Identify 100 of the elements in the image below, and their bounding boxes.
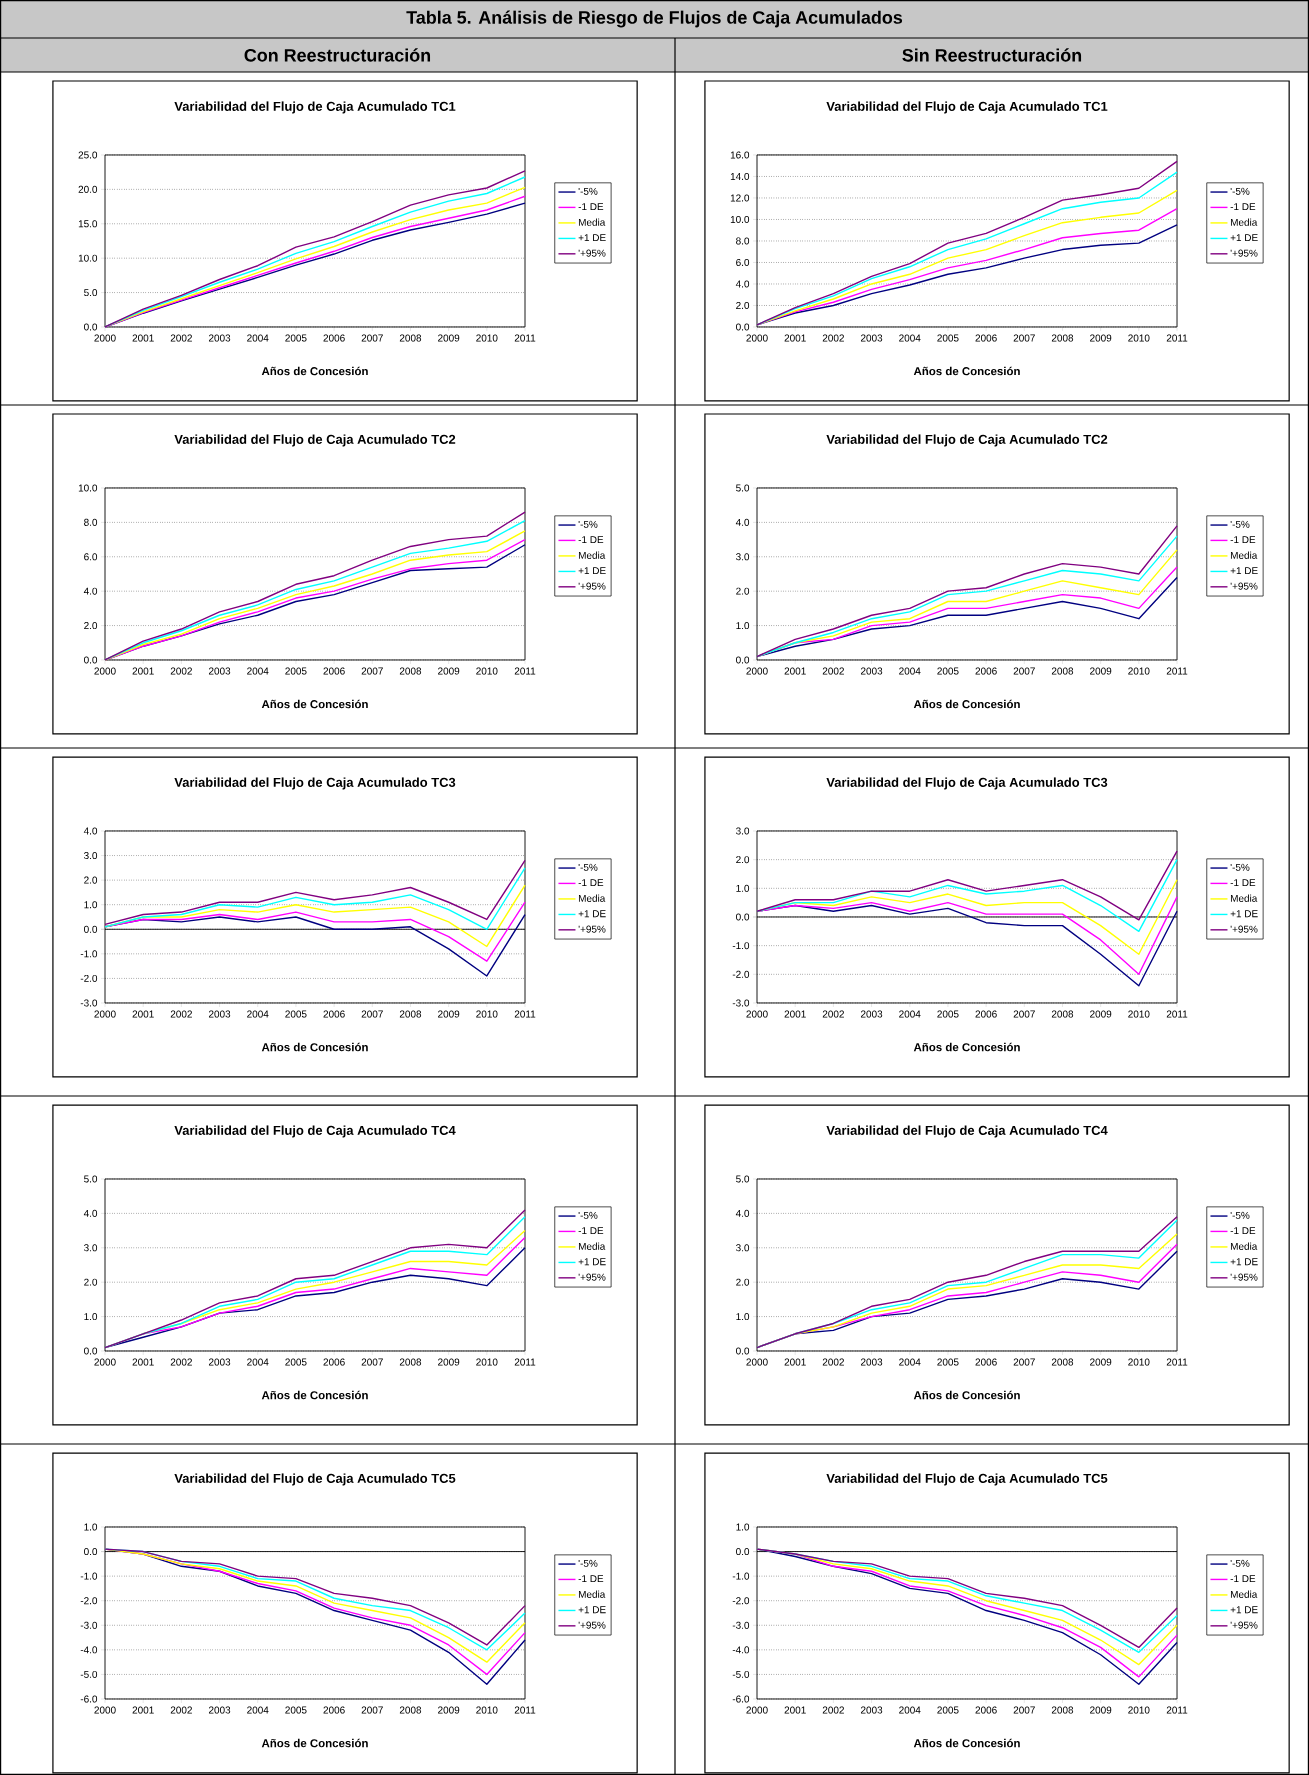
legend-label: +1 DE <box>1230 1258 1258 1266</box>
x-tick-label: 2009 <box>1090 1358 1112 1366</box>
legend-label: -1 DE <box>1230 1575 1256 1583</box>
x-tick-label: 2002 <box>822 667 844 675</box>
y-tick-label: 25.0 <box>78 151 98 159</box>
x-tick-label: 2010 <box>476 1706 498 1714</box>
y-tick-label: -4.0 <box>732 1646 750 1654</box>
x-tick-label: 2006 <box>975 1706 997 1714</box>
y-tick-label: 4.0 <box>735 518 750 526</box>
x-tick-label: 2007 <box>361 667 383 675</box>
y-tick-label: 1.0 <box>84 1313 98 1321</box>
x-tick-label: 2009 <box>438 1358 460 1366</box>
x-tick-label: 2010 <box>476 334 498 342</box>
legend-label: '+95% <box>578 1273 606 1281</box>
x-axis-title: Años de Concesión <box>261 1042 368 1052</box>
x-tick-label: 2004 <box>899 334 921 342</box>
x-tick-label: 2001 <box>132 667 154 675</box>
x-tick-label: 2002 <box>170 1706 192 1714</box>
y-tick-label: 4.0 <box>83 1209 98 1217</box>
x-tick-label: 2006 <box>323 334 345 342</box>
legend-label: '-5% <box>578 863 598 871</box>
x-tick-label: 2009 <box>1090 1706 1112 1714</box>
x-tick-label: 2009 <box>438 1010 460 1018</box>
y-tick-label: 1.0 <box>736 884 750 892</box>
x-tick-label: 2005 <box>285 1010 307 1018</box>
y-tick-label: 20.0 <box>78 185 98 193</box>
x-tick-label: 2002 <box>170 1358 192 1366</box>
legend-label: -1 DE <box>1230 536 1256 544</box>
x-tick-label: 2011 <box>514 1010 536 1018</box>
x-tick-label: 2003 <box>208 334 231 342</box>
legend-label: '-5% <box>1230 1559 1250 1567</box>
y-tick-label: 0.0 <box>736 656 750 664</box>
x-tick-label: 2002 <box>822 334 844 342</box>
legend-label: Media <box>578 1242 606 1250</box>
x-tick-label: 2006 <box>323 667 345 675</box>
x-tick-label: 2002 <box>170 334 192 342</box>
legend-label: '+95% <box>1230 1621 1258 1629</box>
x-tick-label: 2000 <box>94 1706 116 1714</box>
y-tick-label: 5.0 <box>736 484 750 492</box>
legend-label: Media <box>1230 1590 1258 1598</box>
y-tick-label: -3.0 <box>80 1621 98 1629</box>
x-tick-label: 2000 <box>746 334 768 342</box>
x-tick-label: 2009 <box>1090 667 1112 675</box>
x-tick-label: 2010 <box>476 1010 498 1018</box>
x-tick-label: 2009 <box>438 667 460 675</box>
x-tick-label: 2007 <box>1013 1358 1035 1366</box>
y-tick-label: -4.0 <box>80 1646 98 1654</box>
x-tick-label: 2007 <box>361 1358 383 1366</box>
x-tick-label: 2004 <box>899 1706 921 1714</box>
y-tick-label: 3.0 <box>736 553 750 561</box>
x-tick-label: 2006 <box>323 1358 345 1366</box>
legend-label: -1 DE <box>1230 879 1256 887</box>
x-tick-label: 2009 <box>1090 334 1112 342</box>
x-tick-label: 2000 <box>746 1706 768 1714</box>
x-tick-label: 2009 <box>438 334 460 342</box>
legend-label: -1 DE <box>578 203 604 211</box>
legend-label: +1 DE <box>1230 234 1258 242</box>
x-tick-label: 2001 <box>784 667 806 675</box>
y-tick-label: 0.0 <box>736 913 750 921</box>
x-axis-title: Años de Concesión <box>913 1042 1020 1052</box>
x-tick-label: 2010 <box>1128 1358 1150 1366</box>
x-tick-label: 2011 <box>1166 334 1188 342</box>
x-tick-label: 2007 <box>1013 667 1035 675</box>
x-tick-label: 2010 <box>1128 1706 1150 1714</box>
x-tick-label: 2006 <box>975 667 997 675</box>
x-tick-label: 2008 <box>1051 667 1074 675</box>
legend-label: -1 DE <box>1230 203 1256 211</box>
y-tick-label: 4.0 <box>735 1209 750 1217</box>
text: Sin Reestructuración <box>902 48 1082 62</box>
legend-label: '-5% <box>578 1211 598 1219</box>
legend-label: -1 DE <box>578 1575 604 1583</box>
y-tick-label: -1.0 <box>732 942 750 950</box>
y-tick-label: 5.0 <box>84 1175 98 1183</box>
y-tick-label: -2.0 <box>732 1597 750 1605</box>
y-tick-label: 3.0 <box>736 1244 750 1252</box>
legend-label: '+95% <box>578 582 606 590</box>
x-tick-label: 2011 <box>514 667 536 675</box>
x-tick-label: 2002 <box>822 1358 844 1366</box>
legend-label: +1 DE <box>578 567 606 575</box>
y-tick-label: 2.0 <box>84 622 98 630</box>
x-axis-title: Años de Concesión <box>913 1738 1020 1748</box>
y-tick-label: -5.0 <box>732 1670 750 1678</box>
x-tick-label: 2001 <box>132 334 154 342</box>
y-tick-label: 1.0 <box>736 1523 750 1531</box>
y-tick-label: 2.0 <box>84 876 98 884</box>
y-tick-label: 3.0 <box>84 852 98 860</box>
x-tick-label: 2008 <box>399 1010 422 1018</box>
y-tick-label: -1.0 <box>80 1572 98 1580</box>
chart-title: Variabilidad del Flujo de Caja Acumulado TC5 <box>174 1473 456 1486</box>
legend-label: '-5% <box>1230 187 1250 195</box>
chart-title: Variabilidad del Flujo de Caja Acumulado TC2 <box>174 434 456 447</box>
y-tick-label: 4.0 <box>735 280 750 288</box>
legend-label: '+95% <box>578 249 606 257</box>
x-tick-label: 2003 <box>208 1358 231 1366</box>
x-tick-label: 2006 <box>323 1010 345 1018</box>
x-tick-label: 2005 <box>285 1358 307 1366</box>
y-tick-label: 4.0 <box>83 827 98 835</box>
x-tick-label: 2002 <box>170 667 192 675</box>
y-tick-label: 14.0 <box>730 172 750 180</box>
x-axis-title: Años de Concesión <box>913 366 1020 376</box>
